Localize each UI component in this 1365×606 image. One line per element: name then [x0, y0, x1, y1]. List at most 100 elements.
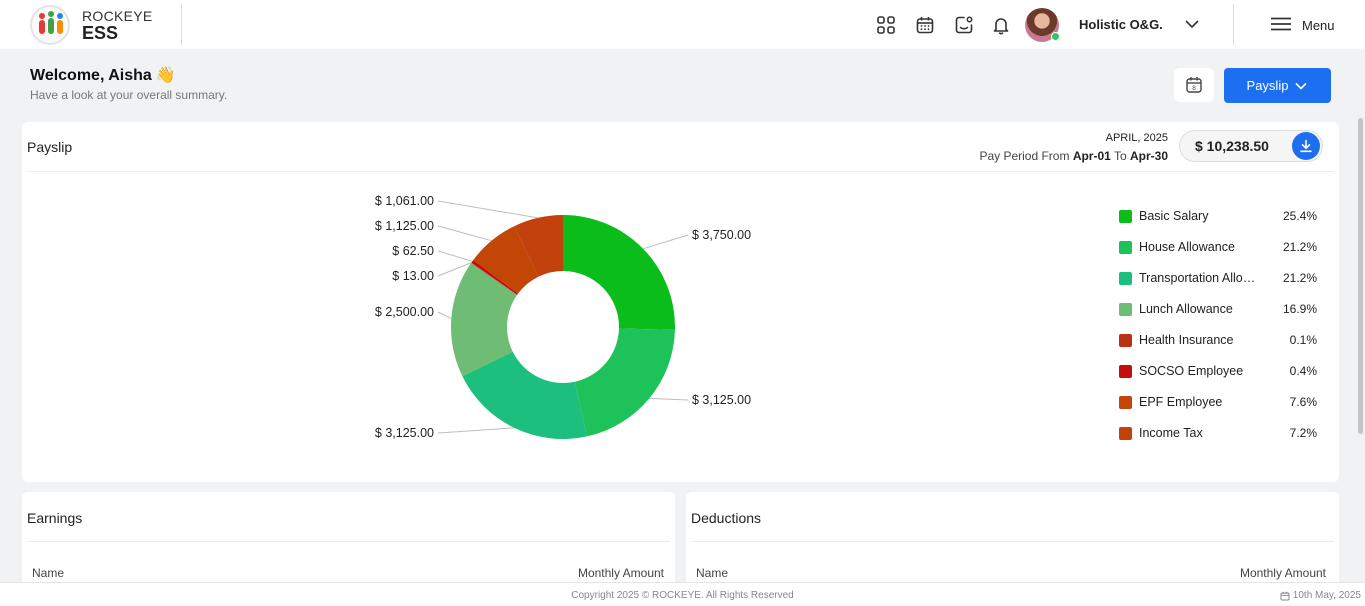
chart-legend: Basic Salary 25.4% House Allowance 21.2% Tra…: [1119, 207, 1319, 455]
organization-name[interactable]: Holistic O&G.: [1079, 17, 1163, 32]
chart-callout-line: [437, 262, 472, 277]
user-avatar[interactable]: [1025, 8, 1060, 42]
chevron-down-icon: [1295, 82, 1308, 90]
earnings-card: Earnings Name Monthly Amount: [22, 492, 675, 592]
payslip-button-label: Payslip: [1246, 78, 1289, 93]
footer-date: 10th May, 2025: [1280, 590, 1361, 601]
chart-data-label: $ 2,500.00: [375, 305, 434, 319]
chart-slice-health-insurance[interactable]: [471, 262, 518, 296]
legend-swatch: [1119, 303, 1132, 316]
welcome-subtitle: Have a look at your overall summary.: [30, 88, 228, 102]
calendar-date-button[interactable]: 8: [1174, 68, 1214, 102]
legend-label: EPF Employee: [1139, 395, 1223, 409]
legend-label: Basic Salary: [1139, 209, 1209, 223]
chart-callout-line: [437, 225, 492, 242]
legend-swatch: [1119, 241, 1132, 254]
chart-slice-lunch-allowance[interactable]: [451, 263, 518, 377]
legend-swatch: [1119, 365, 1132, 378]
header-divider-right: [1233, 4, 1234, 45]
legend-label: SOCSO Employee: [1139, 364, 1244, 378]
earnings-name-header[interactable]: Name: [32, 566, 65, 580]
legend-item-transportation-allowance[interactable]: Transportation Allowance 21.2%: [1119, 269, 1319, 300]
earnings-amount-header[interactable]: Monthly Amount: [577, 566, 664, 580]
legend-item-income-tax[interactable]: Income Tax 7.2%: [1119, 424, 1319, 455]
chart-data-label: $ 3,750.00: [692, 228, 751, 242]
legend-label: Transportation Allowance: [1139, 271, 1263, 285]
footer: Copyright 2025 © ROCKEYE. All Rights Res…: [0, 582, 1365, 606]
legend-percent: 0.1%: [1289, 333, 1317, 347]
legend-item-lunch-allowance[interactable]: Lunch Allowance 16.9%: [1119, 300, 1319, 331]
footer-date-text: 10th May, 2025: [1292, 590, 1361, 601]
legend-swatch: [1119, 334, 1132, 347]
period-from: Apr-01: [1072, 149, 1111, 163]
legend-swatch: [1119, 272, 1132, 285]
legend-percent: 21.2%: [1282, 271, 1317, 285]
earnings-title: Earnings: [27, 510, 83, 526]
pay-period-month: APRIL, 2025: [1105, 132, 1168, 144]
deductions-divider: [691, 541, 1334, 542]
legend-percent: 7.6%: [1289, 395, 1317, 409]
legend-item-epf-employee[interactable]: EPF Employee 7.6%: [1119, 393, 1319, 424]
page-scrollbar[interactable]: [1358, 118, 1363, 434]
chart-callout-line: [437, 250, 473, 262]
legend-swatch: [1119, 396, 1132, 409]
legend-percent: 0.4%: [1289, 364, 1317, 378]
legend-percent: 7.2%: [1289, 426, 1317, 440]
legend-item-house-allowance[interactable]: House Allowance 21.2%: [1119, 238, 1319, 269]
payslip-card: Payslip APRIL, 2025 Pay Period From Apr-…: [22, 122, 1339, 482]
legend-item-socso-employee[interactable]: SOCSO Employee 0.4%: [1119, 362, 1319, 393]
welcome-heading: Welcome, Aisha 👋: [30, 65, 176, 85]
chevron-down-icon[interactable]: [1183, 17, 1201, 36]
payslip-card-title: Payslip: [27, 139, 73, 155]
chart-slice-socso-employee[interactable]: [471, 260, 519, 295]
chart-slice-basic-salary[interactable]: [563, 215, 675, 330]
chart-callout-line: [643, 234, 689, 250]
chart-slice-transportation-allowance[interactable]: [462, 351, 587, 440]
menu-label[interactable]: Menu: [1302, 18, 1335, 33]
earnings-divider: [27, 541, 670, 542]
chat-icon[interactable]: [953, 14, 975, 36]
hamburger-menu-icon[interactable]: [1270, 17, 1292, 36]
legend-percent: 21.2%: [1282, 240, 1317, 254]
legend-item-basic-salary[interactable]: Basic Salary 25.4%: [1119, 207, 1319, 238]
chart-data-label: $ 1,061.00: [375, 194, 434, 208]
deductions-card: Deductions Name Monthly Amount: [686, 492, 1339, 592]
chart-slice-house-allowance[interactable]: [574, 328, 675, 437]
net-pay-pill: $ 10,238.50: [1179, 130, 1323, 162]
calendar-day-number: 8: [1192, 85, 1196, 92]
deductions-name-header[interactable]: Name: [696, 566, 729, 580]
brand-main-text: ESS: [82, 23, 119, 43]
online-status-dot: [1051, 32, 1060, 41]
welcome-text: Welcome, Aisha: [30, 67, 152, 84]
apps-grid-icon[interactable]: [875, 14, 897, 36]
bell-icon[interactable]: [990, 14, 1012, 36]
top-bar: ROCKEYE ESS Holistic O&G. Menu: [0, 0, 1365, 49]
period-to: Apr-30: [1129, 149, 1168, 163]
legend-item-health-insurance[interactable]: Health Insurance 0.1%: [1119, 331, 1319, 362]
copyright-text: Copyright 2025 © ROCKEYE. All Rights Res…: [571, 590, 794, 601]
chart-callout-line: [437, 311, 452, 319]
chart-slice-epf-employee[interactable]: [473, 226, 539, 294]
payslip-dropdown-button[interactable]: Payslip: [1224, 68, 1331, 103]
header-divider: [181, 4, 182, 45]
legend-label: Health Insurance: [1139, 333, 1234, 347]
chart-data-label: $ 62.50: [392, 244, 434, 258]
download-payslip-button[interactable]: [1292, 132, 1320, 160]
chart-callout-line: [437, 427, 515, 434]
rockeye-logo[interactable]: [30, 5, 70, 45]
legend-label: Income Tax: [1139, 426, 1203, 440]
legend-label: Lunch Allowance: [1139, 302, 1233, 316]
waving-hand-icon: 👋: [155, 67, 176, 84]
payslip-card-divider: [27, 171, 1334, 172]
legend-swatch: [1119, 427, 1132, 440]
chart-data-label: $ 3,125.00: [692, 393, 751, 407]
payslip-donut-chart: $ 3,750.00 $ 3,125.00 $ 3,125.00 $ 2,500.00…: [375, 194, 751, 440]
calendar-icon: [1280, 591, 1290, 600]
net-pay-amount: $ 10,238.50: [1195, 138, 1269, 154]
pay-period-range: Pay Period From Apr-01 To Apr-30: [979, 149, 1168, 163]
chart-slice-income-tax[interactable]: [514, 215, 563, 277]
calendar-icon[interactable]: [914, 14, 936, 36]
chart-callout-line: [649, 397, 689, 401]
legend-percent: 25.4%: [1282, 209, 1317, 223]
deductions-amount-header[interactable]: Monthly Amount: [1239, 566, 1326, 580]
